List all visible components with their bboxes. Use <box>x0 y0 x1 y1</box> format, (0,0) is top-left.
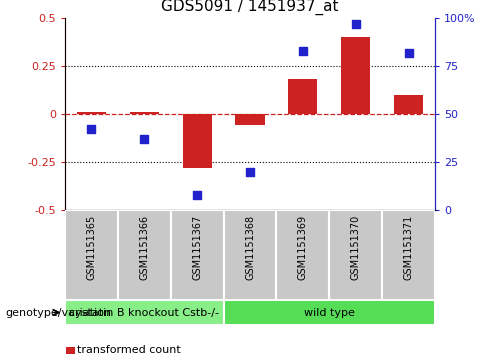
Bar <box>224 300 435 325</box>
Bar <box>224 210 276 300</box>
Bar <box>276 210 329 300</box>
Bar <box>65 210 118 300</box>
Text: GSM1151369: GSM1151369 <box>298 215 308 280</box>
Point <box>193 192 201 197</box>
Bar <box>77 112 106 114</box>
Bar <box>329 210 382 300</box>
Title: GDS5091 / 1451937_at: GDS5091 / 1451937_at <box>161 0 339 15</box>
Bar <box>65 300 224 325</box>
Text: GSM1151370: GSM1151370 <box>351 215 361 280</box>
Point <box>246 169 254 175</box>
Text: wild type: wild type <box>304 307 355 318</box>
Text: GSM1151367: GSM1151367 <box>192 215 202 280</box>
Point <box>141 136 148 142</box>
Text: GSM1151366: GSM1151366 <box>139 215 149 280</box>
Text: GSM1151371: GSM1151371 <box>404 215 413 280</box>
Point <box>405 50 412 56</box>
Bar <box>66 347 75 354</box>
Point <box>352 21 360 26</box>
Point <box>299 48 307 54</box>
Bar <box>171 210 224 300</box>
Bar <box>288 79 317 114</box>
Bar <box>130 112 159 114</box>
Bar <box>183 114 212 168</box>
Bar <box>394 95 423 114</box>
Text: transformed count: transformed count <box>77 346 181 355</box>
Bar <box>382 210 435 300</box>
Text: cystatin B knockout Cstb-/-: cystatin B knockout Cstb-/- <box>69 307 219 318</box>
Point <box>87 126 95 132</box>
Bar <box>341 37 370 114</box>
Text: GSM1151368: GSM1151368 <box>245 215 255 280</box>
Text: genotype/variation: genotype/variation <box>5 307 111 318</box>
Bar <box>236 114 264 125</box>
Bar <box>118 210 171 300</box>
Text: GSM1151365: GSM1151365 <box>86 215 97 280</box>
